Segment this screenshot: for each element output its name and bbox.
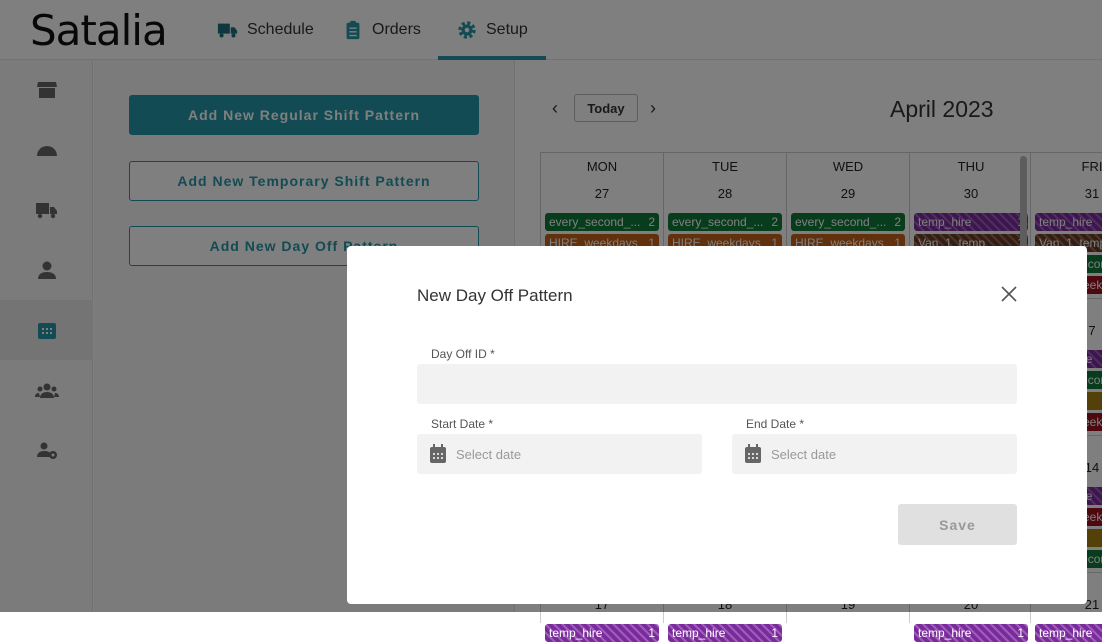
calendar-icon [430, 444, 446, 463]
chip-label: temp_hire [672, 626, 726, 640]
shift-chip[interactable]: temp_hire 1 [545, 624, 659, 642]
day-off-id-input[interactable] [417, 364, 1017, 404]
chip-count: 1 [1017, 626, 1024, 640]
start-date-picker[interactable]: Select date [417, 434, 702, 474]
save-button[interactable]: Save [898, 504, 1017, 545]
new-day-off-pattern-dialog: New Day Off Pattern Day Off ID * Start D… [347, 246, 1087, 604]
start-date-label: Start Date * [431, 417, 494, 431]
shift-chip[interactable]: temp_hire 1 [914, 624, 1028, 642]
shift-chip[interactable]: temp_hire 1 [668, 624, 782, 642]
end-date-placeholder: Select date [771, 446, 837, 462]
end-date-picker[interactable]: Select date [732, 434, 1017, 474]
chip-count: 1 [648, 626, 655, 640]
chip-label: temp_hire [549, 626, 603, 640]
chip-label: temp_hire [918, 626, 972, 640]
chip-label: temp_hire [1039, 626, 1093, 640]
dialog-title: New Day Off Pattern [417, 286, 573, 305]
end-date-label: End Date * [746, 417, 805, 431]
chip-count: 1 [771, 626, 778, 640]
start-date-placeholder: Select date [456, 446, 522, 462]
calendar-icon [745, 444, 761, 463]
day-off-id-label: Day Off ID * [431, 347, 495, 361]
close-icon[interactable] [999, 284, 1019, 304]
